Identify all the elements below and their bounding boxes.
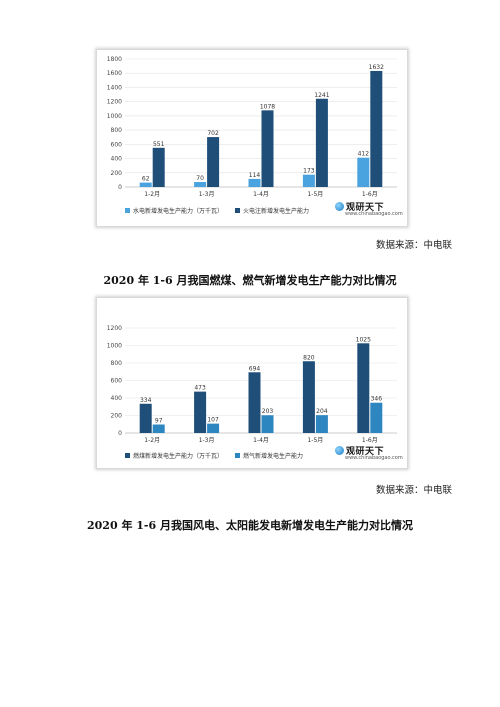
bar xyxy=(139,182,152,187)
watermark-title: 观研天下 xyxy=(346,203,385,213)
data-label: 412 xyxy=(358,151,370,158)
legend-swatch xyxy=(235,452,241,458)
y-tick-label: 1000 xyxy=(107,113,122,120)
globe-icon xyxy=(335,446,344,455)
data-label: 1632 xyxy=(369,64,384,71)
data-label: 551 xyxy=(153,141,165,148)
legend-label: 水电新增发电生产能力（万千瓦） xyxy=(133,207,224,215)
data-label: 346 xyxy=(371,396,383,403)
y-tick-label: 0 xyxy=(118,184,122,191)
legend-label: 火电注新增发电生产能力 xyxy=(243,207,310,215)
y-tick-label: 400 xyxy=(111,395,123,402)
bar xyxy=(194,391,207,433)
bar xyxy=(248,372,261,433)
y-tick-label: 1200 xyxy=(107,325,122,332)
x-tick-label: 1-5月 xyxy=(307,437,323,444)
data-label: 473 xyxy=(194,385,206,392)
data-label: 114 xyxy=(249,172,261,179)
bar xyxy=(302,174,315,187)
x-tick-label: 1-3月 xyxy=(199,437,215,444)
bar xyxy=(315,415,328,433)
data-label: 1025 xyxy=(356,336,371,343)
bar xyxy=(357,343,370,433)
y-tick-label: 200 xyxy=(111,413,123,420)
y-tick-label: 600 xyxy=(111,141,123,148)
data-source-note: 数据来源：中电联 xyxy=(375,485,452,496)
legend-label: 燃气新增发电生产能力 xyxy=(243,452,304,460)
x-tick-label: 1-5月 xyxy=(307,191,323,198)
globe-icon xyxy=(335,202,344,211)
bar xyxy=(261,415,274,433)
x-tick-label: 1-2月 xyxy=(144,191,160,198)
data-label: 1241 xyxy=(314,92,329,99)
data-label: 70 xyxy=(196,175,204,182)
legend-item: 火电注新增发电生产能力 xyxy=(235,206,309,215)
x-tick-label: 1-3月 xyxy=(199,191,215,198)
bar xyxy=(207,423,220,433)
y-tick-label: 1000 xyxy=(107,343,122,350)
data-source-note: 数据来源：中电联 xyxy=(375,240,452,251)
bar xyxy=(194,182,207,187)
watermark: 观研天下 www.chinabaogao.com xyxy=(333,200,405,217)
chart-coal-gas: 0 200 400 600 800 1000 1200 334 97 1-2月 473 107 1-3月… xyxy=(96,297,408,469)
data-label: 1078 xyxy=(260,103,275,110)
y-tick-label: 400 xyxy=(111,156,123,163)
y-tick-label: 800 xyxy=(111,360,123,367)
bar xyxy=(139,403,152,433)
watermark-logo: 观研天下 xyxy=(335,444,403,457)
watermark-url: www.chinabaogao.com xyxy=(345,455,403,461)
data-label: 334 xyxy=(140,397,152,404)
bar xyxy=(152,424,165,433)
legend-item: 燃气新增发电生产能力 xyxy=(235,451,303,460)
legend-swatch xyxy=(125,452,130,458)
y-tick-label: 0 xyxy=(118,430,122,437)
figure-caption: 2020 年 1-6 月我国燃煤、燃气新增发电生产能力对比情况 xyxy=(103,274,397,287)
y-tick-label: 600 xyxy=(111,378,123,385)
data-label: 820 xyxy=(303,354,315,361)
bar xyxy=(207,137,220,187)
legend-label: 燃煤新增发电生产能力（万千瓦） xyxy=(133,452,224,460)
y-tick-label: 1800 xyxy=(107,56,122,63)
data-label: 694 xyxy=(249,365,261,372)
y-tick-label: 800 xyxy=(111,127,123,134)
data-label: 97 xyxy=(155,418,163,425)
watermark: 观研天下 www.chinabaogao.com xyxy=(333,444,405,461)
data-label: 204 xyxy=(316,408,328,415)
y-tick-label: 200 xyxy=(111,170,123,177)
data-label: 62 xyxy=(142,176,150,183)
bar xyxy=(152,147,165,187)
bar xyxy=(261,110,274,187)
x-tick-label: 1-4月 xyxy=(253,437,269,444)
y-tick-label: 1400 xyxy=(107,84,122,91)
x-tick-label: 1-6月 xyxy=(362,437,378,444)
data-label: 173 xyxy=(303,168,315,175)
bar xyxy=(357,157,370,187)
watermark-logo: 观研天下 xyxy=(335,200,403,213)
watermark-url: www.chinabaogao.com xyxy=(345,211,403,217)
chart-legend: 燃煤新增发电生产能力（万千瓦） 燃气新增发电生产能力 xyxy=(125,448,399,462)
legend-swatch xyxy=(235,207,241,213)
chart-hydro-thermal: 0 200 400 600 800 1000 1200 1400 1600 1800 62 551 1-… xyxy=(96,49,408,227)
data-label: 702 xyxy=(207,130,219,137)
watermark-title: 观研天下 xyxy=(346,447,385,457)
data-label: 203 xyxy=(262,408,274,415)
legend-item: 水电新增发电生产能力（万千瓦） xyxy=(125,206,223,215)
legend-swatch xyxy=(125,207,130,213)
legend-item: 燃煤新增发电生产能力（万千瓦） xyxy=(125,451,223,460)
x-tick-label: 1-6月 xyxy=(362,191,378,198)
bar xyxy=(302,361,315,433)
x-tick-label: 1-4月 xyxy=(253,191,269,198)
bar xyxy=(315,98,328,187)
y-tick-label: 1200 xyxy=(107,99,122,106)
chart-legend: 水电新增发电生产能力（万千瓦） 火电注新增发电生产能力 xyxy=(125,203,399,217)
data-label: 107 xyxy=(207,417,219,424)
bar xyxy=(370,70,383,187)
bar xyxy=(370,402,383,433)
x-tick-label: 1-2月 xyxy=(144,437,160,444)
bar xyxy=(248,178,261,187)
chart-hydro-thermal-plot: 0 200 400 600 800 1000 1200 1400 1600 1800 62 551 1-… xyxy=(107,56,397,198)
figure-caption: 2020 年 1-6 月我国风电、太阳能发电新增发电生产能力对比情况 xyxy=(87,519,413,532)
chart-coal-gas-plot: 0 200 400 600 800 1000 1200 334 97 1-2月 473 107 1-3月… xyxy=(107,325,397,444)
y-tick-label: 1600 xyxy=(107,70,122,77)
